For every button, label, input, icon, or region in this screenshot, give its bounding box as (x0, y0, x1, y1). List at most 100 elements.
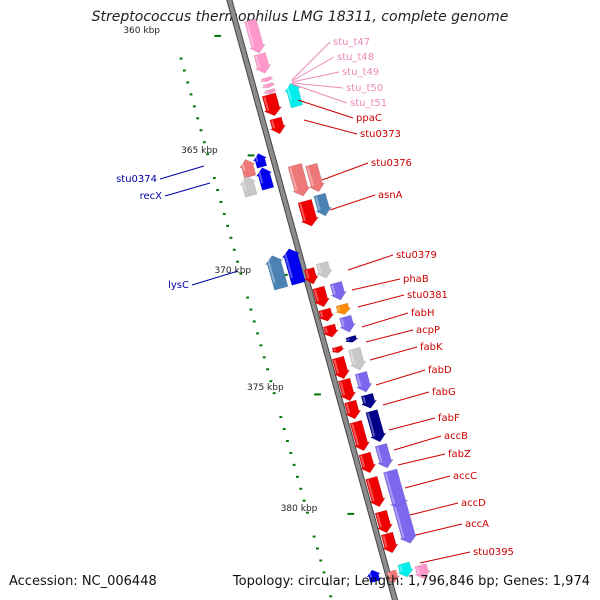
backbone-line (227, 0, 398, 600)
gene-feature (322, 323, 340, 338)
gene-feature-highlight (306, 166, 314, 187)
gene-feature-highlight (264, 85, 267, 87)
gene-feature (261, 92, 283, 117)
gene-feature (239, 176, 258, 198)
leader-line (297, 99, 354, 119)
genome-backbone (226, 0, 399, 600)
scale-labels: 360 kbp 365 kbp 370 kbp 375 kbp 380 kbp (123, 26, 317, 514)
gene-feature (414, 563, 432, 579)
leader-line (357, 294, 405, 308)
gene-feature (284, 82, 304, 109)
leader-line (159, 165, 205, 180)
gene-label: stu0376 (371, 158, 412, 169)
gene-feature-highlight (366, 479, 375, 502)
gene-feature-highlight (416, 566, 420, 574)
gene-label: stu0381 (407, 290, 448, 301)
gene-feature (269, 116, 287, 135)
gene-feature-highlight (283, 250, 293, 279)
gene-feature-highlight (333, 359, 340, 374)
leader-line (291, 41, 331, 81)
gene-feature (344, 334, 359, 343)
gene-feature (339, 314, 356, 333)
gene-feature-highlight (362, 396, 367, 404)
gene-feature-highlight (255, 55, 261, 68)
gene-feature (366, 569, 382, 584)
gene-feature-highlight (333, 348, 336, 352)
gene-label: stu_t50 (346, 83, 383, 94)
gene-label: accD (461, 498, 486, 509)
gene-feature-highlight (337, 306, 341, 312)
gene-feature-highlight (376, 513, 382, 528)
gene-label: stu0373 (360, 129, 401, 140)
leader-line (191, 270, 239, 286)
leader-line (415, 523, 463, 536)
gene-feature-highlight (387, 572, 391, 579)
scale-label: 370 kbp (214, 266, 251, 276)
gene-label: accC (453, 471, 477, 482)
gene-feature (337, 377, 357, 402)
gene-label: lysC (168, 280, 189, 291)
leader-line (351, 278, 401, 291)
gene-feature-highlight (345, 403, 351, 414)
leader-line (365, 329, 414, 343)
gene-feature (281, 248, 306, 286)
gene-feature-highlight (339, 381, 346, 396)
gene-feature-highlight (315, 196, 321, 211)
gene-label: stu_t48 (337, 52, 374, 63)
scale-ticks (179, 34, 355, 598)
gene-feature-highlight (398, 565, 403, 573)
gene-feature (358, 451, 377, 474)
gene-feature (374, 443, 394, 469)
gene-feature (313, 192, 332, 217)
gene-feature (238, 159, 257, 179)
leader-line (375, 369, 426, 386)
gene-feature-highlight (394, 506, 405, 539)
leader-line (404, 475, 451, 489)
gene-feature (263, 88, 278, 95)
gene-feature (287, 163, 311, 197)
gene-feature (297, 198, 320, 227)
gene-label: asnA (378, 190, 403, 201)
leader-line (347, 254, 394, 271)
gene-feature (252, 153, 268, 169)
scale-label: 365 kbp (181, 146, 218, 156)
gene-feature-highlight (368, 571, 372, 578)
gene-feature-highlight (360, 455, 366, 468)
gene-label: accB (444, 431, 468, 442)
gene-feature (334, 302, 352, 315)
leader-line (409, 502, 459, 516)
leader-line (329, 194, 376, 211)
gene-label: fabD (428, 365, 452, 376)
gene-label: stu0379 (396, 250, 437, 261)
gene-feature-highlight (263, 96, 270, 111)
gene-feature-highlight (245, 22, 255, 48)
gene-feature-highlight (265, 91, 269, 93)
leader-line (164, 182, 211, 197)
gene-feature (360, 392, 378, 409)
gene-label: stu0374 (116, 174, 157, 185)
label-leader-lines (159, 41, 471, 564)
gene-label: ppaC (356, 113, 382, 124)
gene-feature-highlight (240, 161, 246, 172)
leader-line (369, 346, 418, 361)
gene-label: fabZ (448, 449, 471, 460)
leader-line (291, 83, 348, 104)
gene-feature (354, 370, 373, 393)
gene-feature (264, 255, 289, 291)
gene-feature (315, 260, 333, 279)
gene-feature (380, 531, 399, 554)
leader-line (303, 119, 358, 135)
gene-feature-highlight (262, 79, 265, 81)
gene-feature-highlight (356, 374, 362, 387)
gene-feature (312, 285, 331, 308)
scale-label: 380 kbp (281, 504, 318, 514)
gene-feature (365, 475, 386, 508)
gene-feature (365, 409, 387, 443)
gene-label: accA (465, 519, 489, 530)
gene-label: fabG (432, 387, 456, 398)
gene-feature-highlight (366, 412, 376, 437)
gene-feature-highlight (313, 289, 320, 302)
scale-label: 375 kbp (247, 383, 284, 393)
gene-feature-highlight (349, 350, 356, 365)
